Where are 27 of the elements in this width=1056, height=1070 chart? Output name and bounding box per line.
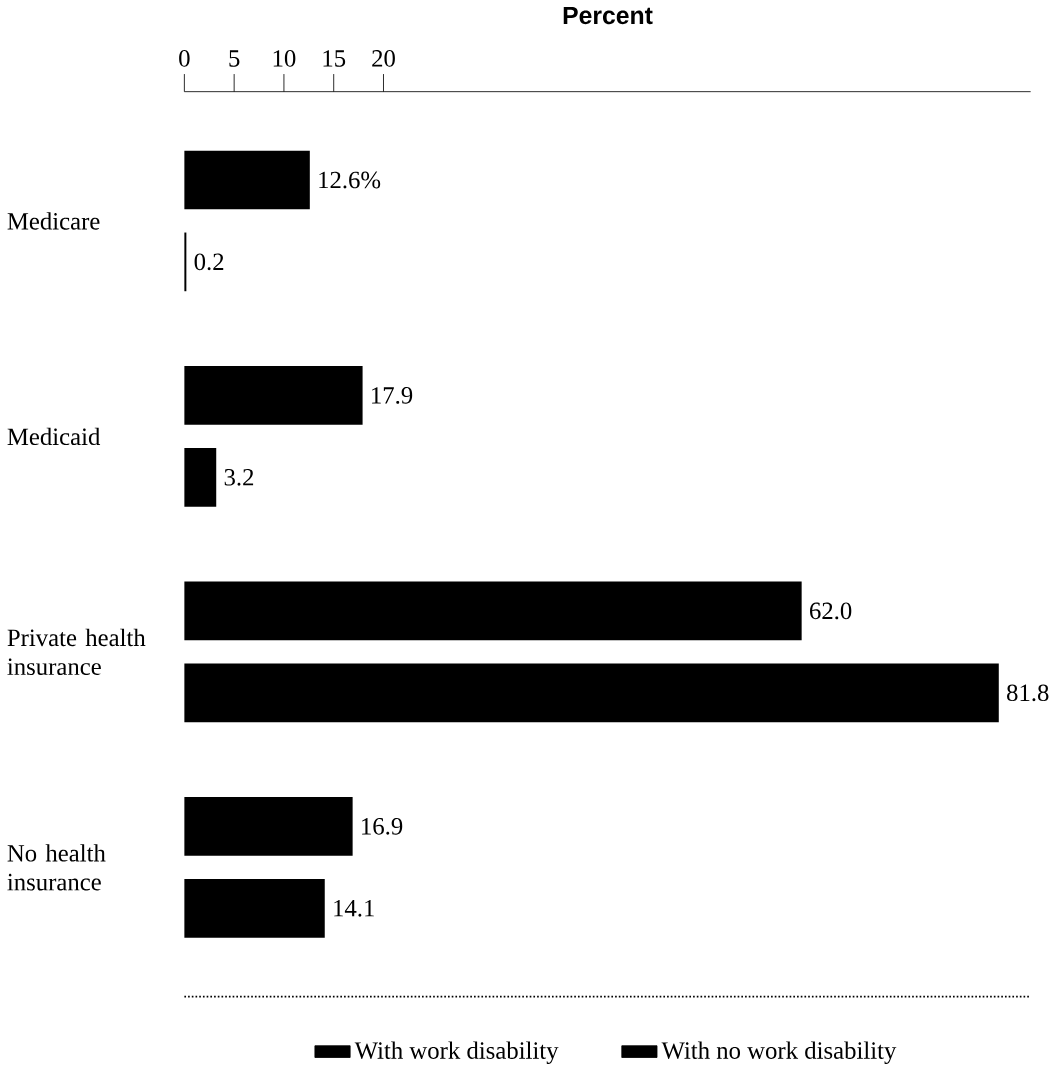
y-tick-label: No health insurance: [7, 844, 106, 891]
x-axis-title: Percent: [563, 6, 653, 25]
y-tick-label: Medicaid: [7, 427, 100, 446]
legend-label: With no work disability: [661, 1041, 897, 1064]
data-label: 0.2: [194, 253, 224, 271]
bar: [184, 797, 353, 856]
x-tick-label: 5: [229, 50, 240, 67]
data-label: 62.0: [809, 602, 852, 620]
bar: [184, 150, 310, 210]
bar: [184, 663, 999, 723]
y-tick-label: Private health insurance: [7, 628, 146, 676]
data-label: 12.6%: [319, 171, 381, 189]
x-tick-label: 10: [273, 50, 296, 67]
bar: [184, 581, 802, 641]
data-label: 17.9: [371, 387, 413, 404]
x-tick-label: 15: [323, 50, 346, 67]
x-tick-label: 20: [372, 50, 395, 67]
x-tick-label: 0: [179, 50, 190, 67]
data-label: 14.1: [334, 899, 374, 917]
bar: [184, 366, 363, 425]
bar: [184, 448, 217, 507]
data-label: 16.9: [361, 818, 403, 835]
data-label: 3.2: [224, 468, 253, 486]
bar: [184, 878, 325, 938]
data-label: 81.8: [1006, 684, 1049, 702]
y-tick-label: Medicare: [7, 212, 100, 230]
legend-label: With work disability: [354, 1041, 559, 1064]
